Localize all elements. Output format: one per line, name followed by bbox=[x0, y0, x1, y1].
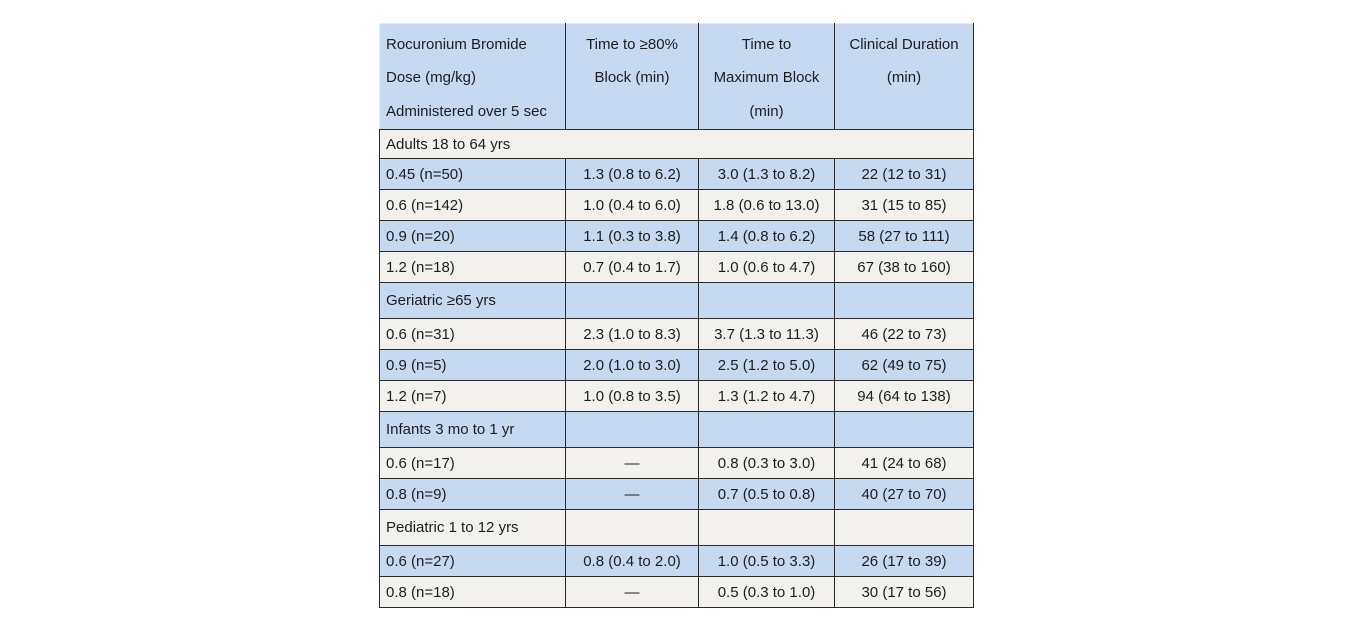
empty-cell bbox=[698, 509, 835, 546]
table-row: 0.45 (n=50) 1.3 (0.8 to 6.2) 3.0 (1.3 to 8… bbox=[379, 158, 974, 190]
table-row: 0.8 (n=9) —0.7 (0.5 to 0.8) 40 (27 to 70) bbox=[379, 478, 974, 510]
table-body: Adults 18 to 64 yrs 0.45 (n=50) 1.3 (0.8 t… bbox=[379, 129, 974, 608]
table-cell: 1.0 (0.8 to 3.5) bbox=[565, 380, 699, 412]
table-row: 0.6 (n=31) 2.3 (1.0 to 8.3) 3.7 (1.3 to 11… bbox=[379, 318, 974, 350]
table-cell: 41 (24 to 68) bbox=[834, 447, 974, 479]
table-cell: — bbox=[565, 447, 699, 479]
table-cell: 1.2 (n=18) bbox=[379, 251, 566, 283]
empty-cell bbox=[565, 282, 699, 319]
table-cell: 0.5 (0.3 to 1.0) bbox=[698, 576, 835, 608]
table-row: 0.8 (n=18) —0.5 (0.3 to 1.0) 30 (17 to 56) bbox=[379, 576, 974, 608]
empty-cell bbox=[565, 509, 699, 546]
empty-cell bbox=[834, 509, 974, 546]
table-cell: 1.8 (0.6 to 13.0) bbox=[698, 189, 835, 221]
table-cell: 3.0 (1.3 to 8.2) bbox=[698, 158, 835, 190]
table-cell: 0.8 (0.3 to 3.0) bbox=[698, 447, 835, 479]
header-line: Rocuronium Bromide bbox=[386, 36, 527, 53]
header-line: Administered over 5 sec bbox=[386, 102, 547, 120]
empty-cell bbox=[834, 282, 974, 319]
header-cell-clinical-duration: Clinical Duration (min) bbox=[834, 23, 974, 130]
header-line: Clinical Duration bbox=[849, 36, 959, 53]
table-cell: 1.3 (0.8 to 6.2) bbox=[565, 158, 699, 190]
table-row: 1.2 (n=7) 1.0 (0.8 to 3.5) 1.3 (1.2 to 4.7… bbox=[379, 380, 974, 412]
dose-table: Rocuronium Bromide Dose (mg/kg) Administ… bbox=[379, 23, 974, 608]
table-cell: 2.3 (1.0 to 8.3) bbox=[565, 318, 699, 350]
empty-cell bbox=[834, 411, 974, 448]
header-line: Maximum Block bbox=[713, 69, 820, 87]
empty-cell bbox=[565, 411, 699, 448]
table-row: 1.2 (n=18) 0.7 (0.4 to 1.7) 1.0 (0.6 to 4.… bbox=[379, 251, 974, 283]
section-row: Infants 3 mo to 1 yr bbox=[379, 411, 974, 448]
table-cell: 3.7 (1.3 to 11.3) bbox=[698, 318, 835, 350]
header-cell-time-to-maximum-block: Time to Maximum Block (min) bbox=[698, 23, 835, 130]
table-row: 0.6 (n=17) —0.8 (0.3 to 3.0) 41 (24 to 68) bbox=[379, 447, 974, 479]
table-header: Rocuronium Bromide Dose (mg/kg) Administ… bbox=[379, 23, 974, 130]
header-cell-dose: Rocuronium Bromide Dose (mg/kg) Administ… bbox=[379, 23, 566, 130]
table-cell: — bbox=[565, 478, 699, 510]
header-line: (min) bbox=[886, 69, 922, 87]
table-cell: 30 (17 to 56) bbox=[834, 576, 974, 608]
section-row: Geriatric ≥65 yrs bbox=[379, 282, 974, 319]
header-line: Time to bbox=[741, 36, 792, 53]
table-cell: 0.9 (n=5) bbox=[379, 349, 566, 381]
table-cell: 0.8 (n=18) bbox=[379, 576, 566, 608]
table-cell: 1.2 (n=7) bbox=[379, 380, 566, 412]
table-cell: 40 (27 to 70) bbox=[834, 478, 974, 510]
table-cell: 94 (64 to 138) bbox=[834, 380, 974, 412]
table-cell: 0.6 (n=31) bbox=[379, 318, 566, 350]
section-label-cell: Pediatric 1 to 12 yrs bbox=[379, 509, 566, 546]
table-cell: 58 (27 to 111) bbox=[834, 220, 974, 252]
table-cell: 1.1 (0.3 to 3.8) bbox=[565, 220, 699, 252]
header-line: (min) bbox=[749, 102, 784, 120]
table-cell: 0.6 (n=27) bbox=[379, 545, 566, 577]
table-cell: 22 (12 to 31) bbox=[834, 158, 974, 190]
table-cell: 1.0 (0.6 to 4.7) bbox=[698, 251, 835, 283]
table-cell: 0.6 (n=142) bbox=[379, 189, 566, 221]
header-line: Block (min) bbox=[594, 69, 670, 87]
empty-cell bbox=[698, 411, 835, 448]
header-cell-time-to-80-block: Time to ≥80% Block (min) bbox=[565, 23, 699, 130]
table-cell: 31 (15 to 85) bbox=[834, 189, 974, 221]
table-cell: — bbox=[565, 576, 699, 608]
table-cell: 0.6 (n=17) bbox=[379, 447, 566, 479]
table-cell: 0.8 (0.4 to 2.0) bbox=[565, 545, 699, 577]
section-row: Adults 18 to 64 yrs bbox=[379, 129, 974, 159]
table-cell: 0.7 (0.4 to 1.7) bbox=[565, 251, 699, 283]
table-row: 0.9 (n=20) 1.1 (0.3 to 3.8) 1.4 (0.8 to 6.… bbox=[379, 220, 974, 252]
header-line: Time to ≥80% bbox=[586, 36, 678, 53]
empty-cell bbox=[698, 282, 835, 319]
table-cell: 26 (17 to 39) bbox=[834, 545, 974, 577]
table-cell: 0.7 (0.5 to 0.8) bbox=[698, 478, 835, 510]
section-label-cell: Adults 18 to 64 yrs bbox=[379, 129, 974, 159]
table-cell: 1.0 (0.5 to 3.3) bbox=[698, 545, 835, 577]
table-row: 0.6 (n=27) 0.8 (0.4 to 2.0) 1.0 (0.5 to 3.… bbox=[379, 545, 974, 577]
table-cell: 1.4 (0.8 to 6.2) bbox=[698, 220, 835, 252]
table-cell: 0.8 (n=9) bbox=[379, 478, 566, 510]
section-label-cell: Infants 3 mo to 1 yr bbox=[379, 411, 566, 448]
table-row: 0.9 (n=5) 2.0 (1.0 to 3.0) 2.5 (1.2 to 5.0… bbox=[379, 349, 974, 381]
table-cell: 1.3 (1.2 to 4.7) bbox=[698, 380, 835, 412]
table-cell: 2.0 (1.0 to 3.0) bbox=[565, 349, 699, 381]
table-cell: 0.9 (n=20) bbox=[379, 220, 566, 252]
table-cell: 0.45 (n=50) bbox=[379, 158, 566, 190]
section-label-cell: Geriatric ≥65 yrs bbox=[379, 282, 566, 319]
header-line: Dose (mg/kg) bbox=[386, 69, 477, 87]
header-row: Rocuronium Bromide Dose (mg/kg) Administ… bbox=[379, 23, 974, 130]
table-cell: 67 (38 to 160) bbox=[834, 251, 974, 283]
table-cell: 62 (49 to 75) bbox=[834, 349, 974, 381]
table-cell: 1.0 (0.4 to 6.0) bbox=[565, 189, 699, 221]
table-row: 0.6 (n=142) 1.0 (0.4 to 6.0) 1.8 (0.6 to 1… bbox=[379, 189, 974, 221]
table-cell: 46 (22 to 73) bbox=[834, 318, 974, 350]
section-row: Pediatric 1 to 12 yrs bbox=[379, 509, 974, 546]
table-cell: 2.5 (1.2 to 5.0) bbox=[698, 349, 835, 381]
